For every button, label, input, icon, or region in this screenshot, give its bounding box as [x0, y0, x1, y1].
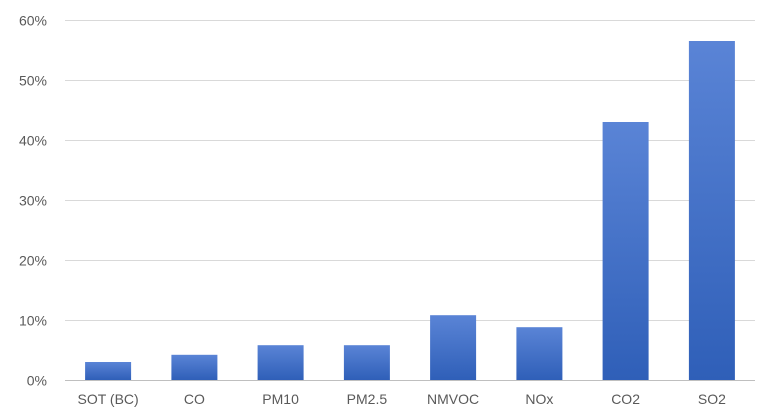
bar-co2	[602, 122, 649, 380]
x-tick-label: NOx	[525, 391, 553, 407]
y-tick-label: 60%	[19, 13, 47, 29]
bars-layer	[85, 41, 735, 380]
bar-pm10	[257, 345, 304, 380]
y-tick-label: 40%	[19, 133, 47, 149]
bar-nox	[516, 327, 563, 380]
x-tick-label: CO	[184, 391, 205, 407]
bar-pm2-5	[343, 345, 390, 380]
bar-sot-bc	[85, 362, 132, 380]
y-tick-label: 0%	[27, 373, 47, 389]
y-tick-label: 20%	[19, 253, 47, 269]
grid-layer	[65, 20, 755, 381]
x-tick-label: PM10	[262, 391, 299, 407]
x-tick-label: SO2	[698, 391, 726, 407]
bar-co	[171, 354, 218, 380]
x-axis-ticks: SOT (BC) CO PM10 PM2.5 NMVOC NOx CO2 SO2	[77, 391, 726, 407]
bar-so2	[688, 41, 735, 380]
x-tick-label: SOT (BC)	[77, 391, 138, 407]
bar-nmvoc	[430, 315, 477, 380]
y-axis-ticks: 0% 10% 20% 30% 40% 50% 60%	[19, 13, 47, 389]
y-tick-label: 30%	[19, 193, 47, 209]
y-tick-label: 50%	[19, 73, 47, 89]
x-tick-label: PM2.5	[347, 391, 388, 407]
x-tick-label: NMVOC	[427, 391, 479, 407]
y-tick-label: 10%	[19, 313, 47, 329]
x-tick-label: CO2	[611, 391, 640, 407]
